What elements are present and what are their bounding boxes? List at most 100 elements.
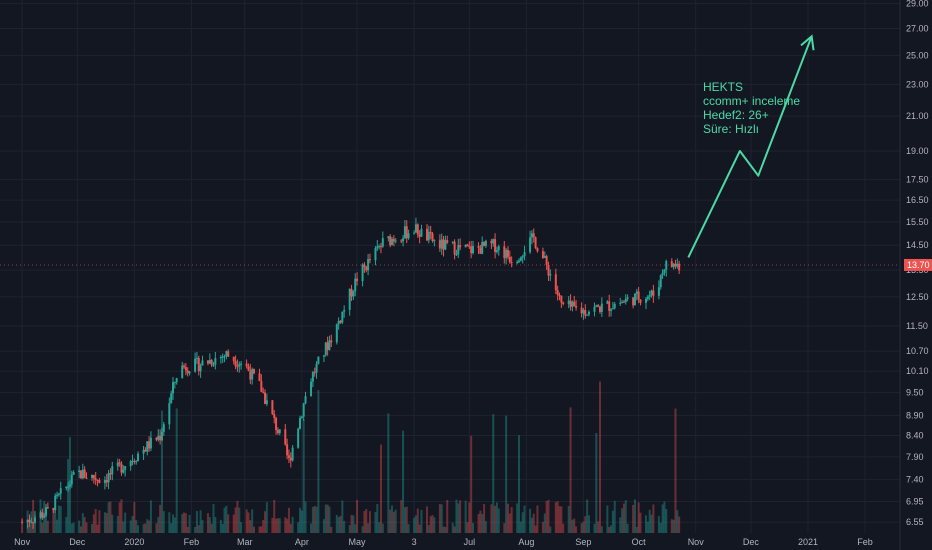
- y-tick-label: 8.90: [906, 410, 924, 420]
- candle-body: [466, 244, 469, 247]
- volume-bar: [466, 522, 469, 533]
- volume-bar: [468, 502, 471, 533]
- volume-bar: [573, 518, 576, 533]
- candle-body: [457, 245, 460, 255]
- volume-bar: [363, 511, 366, 533]
- candle-body: [420, 228, 423, 237]
- candle-body: [124, 466, 127, 470]
- candle-body: [392, 238, 395, 242]
- y-tick-label: 10.70: [906, 346, 929, 356]
- candle-body: [310, 381, 313, 397]
- candle-body: [657, 287, 660, 296]
- candle-body: [418, 234, 421, 237]
- y-tick-label: 15.50: [906, 217, 929, 227]
- candle-body: [518, 260, 521, 263]
- candle-body: [376, 246, 379, 249]
- candle-body: [543, 256, 546, 258]
- candle-body: [407, 233, 410, 239]
- candle-body: [672, 263, 675, 267]
- volume-bar: [414, 515, 417, 533]
- candle-body: [201, 360, 204, 366]
- candle-body: [184, 367, 187, 371]
- volume-bar: [374, 511, 377, 533]
- candle-body: [584, 310, 587, 316]
- candle-body: [670, 261, 673, 267]
- volume-bar: [438, 504, 441, 533]
- volume-bar: [341, 500, 344, 533]
- candle-body: [219, 356, 222, 359]
- x-tick-label: 3: [412, 537, 417, 547]
- volume-bar: [420, 509, 423, 533]
- candle-body: [91, 474, 94, 479]
- candle-body: [459, 245, 462, 248]
- volume-bar: [532, 513, 535, 533]
- volume-bar: [234, 507, 237, 533]
- volume-bar: [249, 520, 252, 533]
- volume-bar: [201, 520, 204, 533]
- volume-bar: [116, 516, 119, 533]
- time-axis[interactable]: Nov Dec 2020 Feb Mar Apr May 3 Jul Aug Sep Oct Nov De…: [14, 537, 873, 547]
- volume-bar: [569, 407, 572, 533]
- candle-body: [120, 463, 123, 473]
- volume-bar: [562, 523, 565, 533]
- candle-body: [122, 469, 125, 473]
- volume-bar: [477, 513, 480, 533]
- y-tick-label: 9.50: [906, 388, 924, 398]
- volume-bar: [356, 499, 359, 533]
- price-axis[interactable]: 29.00 27.00 25.00 23.00 21.00 19.00 17.50 16.50…: [899, 0, 929, 550]
- candle-body: [534, 237, 537, 249]
- volume-bar: [610, 525, 613, 533]
- volume-bar: [184, 513, 187, 533]
- volume-bar: [219, 519, 222, 533]
- volume-bar: [433, 517, 436, 533]
- volume-bar: [350, 514, 353, 533]
- candle-body: [32, 522, 35, 524]
- volume-bar: [519, 521, 522, 533]
- volume-bar: [78, 520, 81, 533]
- candle-body: [264, 392, 267, 404]
- candle-body: [111, 466, 114, 475]
- volume-bar: [199, 510, 202, 533]
- y-tick-label: 27.00: [906, 23, 929, 33]
- volume-bar: [173, 517, 176, 533]
- grid-lines: [0, 0, 900, 533]
- candle-body: [352, 291, 355, 297]
- volume-bar: [339, 515, 342, 533]
- volume-bar: [580, 523, 583, 533]
- volume-bar: [659, 522, 662, 533]
- candle-body: [356, 278, 359, 282]
- volume-bar: [133, 501, 136, 533]
- candle-body: [483, 241, 486, 246]
- candle-body: [554, 274, 557, 291]
- note-line-3: Hedef2: 26+: [703, 108, 769, 122]
- candle-body: [300, 416, 303, 419]
- candle-body: [52, 508, 55, 511]
- candle-body: [160, 431, 163, 441]
- volume-bar: [626, 523, 629, 533]
- volume-bar: [613, 500, 616, 533]
- note-line-1: HEKTS: [703, 80, 743, 94]
- candle-body: [291, 447, 294, 461]
- candle-body: [495, 250, 498, 252]
- candle-body: [59, 488, 62, 494]
- volume-bar: [495, 502, 498, 533]
- candle-body: [381, 238, 384, 247]
- candle-body: [313, 372, 316, 374]
- volume-bar: [32, 499, 35, 533]
- volume-bar: [407, 524, 410, 533]
- volume-bar: [275, 518, 278, 533]
- volume-bar: [431, 515, 434, 533]
- candle-body: [468, 246, 471, 248]
- volume-bar: [575, 526, 578, 533]
- volume-bar: [271, 517, 274, 533]
- candle-body: [144, 449, 147, 452]
- volume-bar: [251, 509, 254, 533]
- candle-body: [433, 240, 436, 242]
- volume-bar: [391, 505, 394, 533]
- candle-body: [330, 340, 333, 343]
- volume-bar: [160, 410, 163, 533]
- volume-bar: [571, 519, 574, 533]
- candle-body: [146, 441, 149, 452]
- candle-body: [368, 259, 371, 261]
